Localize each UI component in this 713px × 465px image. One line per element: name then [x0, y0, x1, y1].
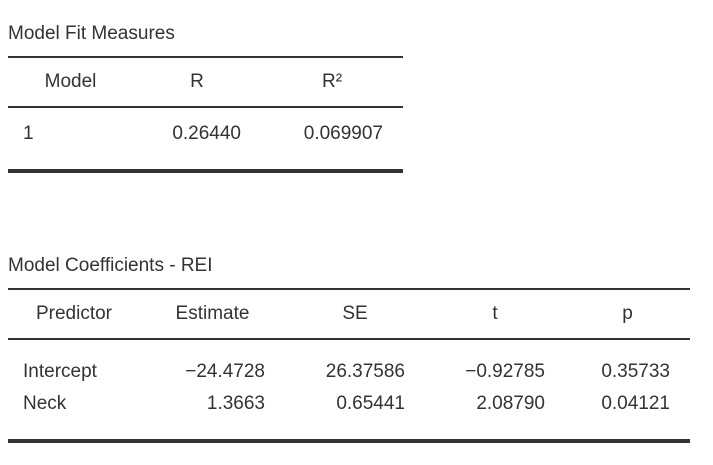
- table-row-intercept: Intercept −24.4728 26.37586 −0.92785 0.3…: [8, 339, 690, 388]
- p-cell: 0.04121: [565, 388, 690, 443]
- model-coefficients-results[interactable]: Model Coefficients - REI Predictor Estim…: [8, 254, 713, 443]
- estimate-cell: −24.4728: [185, 361, 265, 382]
- model-fit-measures-table: Model R R² 1 0.26440 0.069907: [8, 56, 403, 173]
- predictor-cell: Neck: [8, 388, 140, 443]
- r-squared-value-cell: 0.069907: [261, 107, 403, 173]
- model-fit-measures-results[interactable]: Model Fit Measures Model R R² 1 0.26440 …: [8, 22, 713, 173]
- predictor-cell: Intercept: [23, 361, 97, 382]
- se-cell: 26.37586: [325, 361, 405, 382]
- column-header-r: R: [133, 56, 261, 108]
- table-row: 1 0.26440 0.069907: [8, 107, 403, 173]
- t-cell: 2.08790: [425, 388, 565, 443]
- estimate-cell: 1.3663: [140, 388, 285, 443]
- column-header-p: p: [565, 288, 690, 340]
- header-row: Model R R²: [8, 56, 403, 108]
- model-coefficients-table: Predictor Estimate SE t p Intercept −24.…: [8, 288, 690, 443]
- t-cell: −0.92785: [465, 361, 545, 382]
- model-coefficients-table-title: Model Coefficients - REI: [8, 255, 213, 276]
- r-value-cell: 0.26440: [133, 107, 261, 173]
- model-number-cell: 1: [8, 107, 133, 173]
- column-header-estimate: Estimate: [140, 288, 285, 340]
- model-fit-table-title: Model Fit Measures: [8, 23, 175, 44]
- se-cell: 0.65441: [285, 388, 425, 443]
- column-header-t: t: [425, 288, 565, 340]
- column-header-se: SE: [285, 288, 425, 340]
- column-header-model: Model: [8, 56, 133, 108]
- header-row: Predictor Estimate SE t p: [8, 288, 690, 340]
- table-row-neck: Neck 1.3663 0.65441 2.08790 0.04121: [8, 388, 690, 443]
- p-cell: 0.35733: [601, 361, 670, 382]
- results-panel: Model Fit Measures Model R R² 1 0.26440 …: [8, 22, 713, 443]
- column-header-predictor: Predictor: [8, 288, 140, 340]
- column-header-r-squared: R²: [261, 56, 403, 108]
